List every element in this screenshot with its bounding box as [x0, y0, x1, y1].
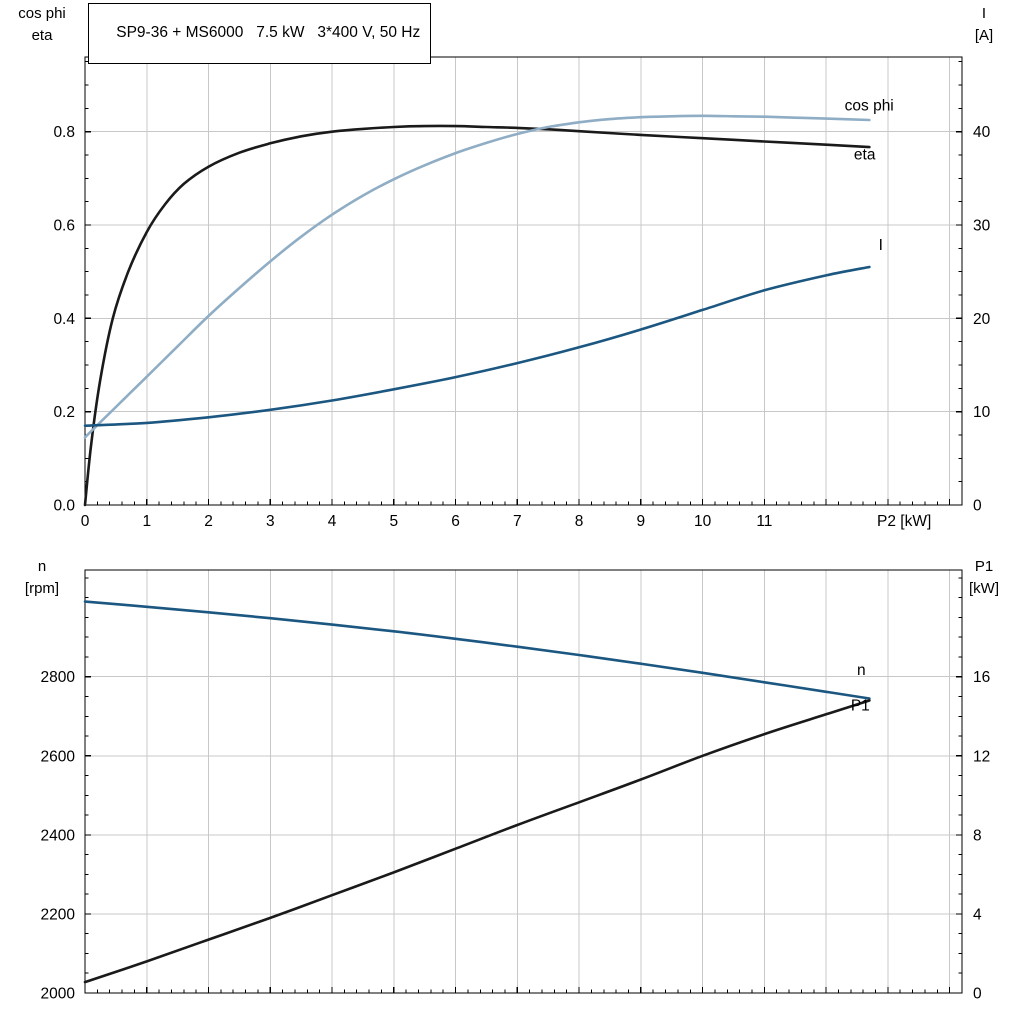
- top-right-axis-unit: I [A]: [952, 3, 1016, 47]
- svg-text:0: 0: [973, 498, 982, 515]
- svg-text:40: 40: [973, 124, 991, 141]
- svg-text:0.2: 0.2: [53, 404, 75, 421]
- plot-frame: [84, 569, 963, 994]
- right-axis-unit-amps: [A]: [974, 27, 994, 44]
- ticks: [84, 577, 963, 994]
- svg-text:2000: 2000: [41, 986, 76, 1003]
- svg-text:4: 4: [973, 906, 982, 923]
- ticks: [84, 61, 963, 506]
- i-curve: [83, 265, 871, 427]
- right-axis-unit-kw: [kW]: [969, 580, 999, 597]
- svg-text:0: 0: [973, 986, 982, 1003]
- svg-text:2: 2: [204, 513, 213, 530]
- chart-title-box: SP9-36 + MS6000 7.5 kW 3*400 V, 50 Hz: [88, 3, 432, 64]
- svg-text:1: 1: [142, 513, 151, 530]
- svg-text:20: 20: [973, 311, 991, 328]
- left-axis-unit-rpm: [rpm]: [24, 580, 60, 597]
- left-axis-label-cosphi: cos phi: [18, 5, 66, 22]
- svg-text:0.0: 0.0: [53, 498, 75, 515]
- svg-text:0: 0: [81, 513, 90, 530]
- svg-text:11: 11: [756, 513, 772, 530]
- svg-text:5: 5: [389, 513, 398, 530]
- left-axis-label-eta: eta: [31, 27, 53, 44]
- cos-phi-curve: [83, 114, 871, 439]
- i-curve-label: I: [879, 237, 883, 254]
- grid: [85, 57, 962, 505]
- svg-text:4: 4: [328, 513, 337, 530]
- svg-text:16: 16: [973, 669, 990, 686]
- svg-text:0.6: 0.6: [53, 218, 75, 235]
- bottom-right-axis-unit: P1 [kW]: [952, 556, 1016, 600]
- cos-phi-curve-label: cos phi: [845, 98, 894, 115]
- svg-text:3: 3: [266, 513, 275, 530]
- svg-text:0.8: 0.8: [53, 124, 75, 141]
- svg-text:2800: 2800: [41, 669, 76, 686]
- top-chart: 0.0 0.2 0.4 0.6 0.8 0 10 20 30 40 0 1 2 3 4 5 6 7 8 9 10 11 P2…: [53, 56, 991, 530]
- n-curve-label: n: [857, 662, 866, 679]
- right-axis-label-current: I: [981, 5, 987, 22]
- grid: [85, 570, 962, 993]
- svg-text:2600: 2600: [41, 748, 76, 765]
- p1-curve: [83, 699, 871, 984]
- svg-text:2400: 2400: [41, 827, 76, 844]
- svg-text:0.4: 0.4: [53, 311, 75, 328]
- bottom-chart: 2000 2200 2400 2600 2800 0 4 8 12 16 n P1: [41, 569, 991, 1003]
- tick-labels: 2000 2200 2400 2600 2800 0 4 8 12 16: [41, 669, 991, 1002]
- svg-text:10: 10: [694, 513, 712, 530]
- svg-text:30: 30: [973, 218, 991, 235]
- p1-curve-label: P1: [851, 697, 870, 714]
- svg-text:10: 10: [973, 404, 991, 421]
- svg-text:7: 7: [513, 513, 522, 530]
- n-curve: [83, 600, 871, 700]
- right-axis-label-p1: P1: [974, 558, 994, 575]
- eta-curve: [83, 124, 871, 507]
- plot-frame: [84, 56, 963, 506]
- chart-title: SP9-36 + MS6000 7.5 kW 3*400 V, 50 Hz: [116, 24, 421, 41]
- eta-curve-label: eta: [854, 147, 876, 164]
- tick-labels: 0.0 0.2 0.4 0.6 0.8 0 10 20 30 40 0 1 2 3 4 5 6 7 8 9 10 11 P2…: [53, 124, 990, 530]
- svg-text:P2 [kW]: P2 [kW]: [877, 513, 931, 530]
- left-axis-label-speed: n: [37, 558, 47, 575]
- svg-text:6: 6: [451, 513, 460, 530]
- bottom-left-axis-unit: n [rpm]: [4, 556, 80, 600]
- svg-text:2200: 2200: [41, 906, 76, 923]
- svg-text:8: 8: [973, 827, 982, 844]
- svg-text:8: 8: [575, 513, 584, 530]
- top-left-axis-unit: cos phi eta: [4, 3, 80, 47]
- svg-text:12: 12: [973, 748, 990, 765]
- svg-text:9: 9: [637, 513, 646, 530]
